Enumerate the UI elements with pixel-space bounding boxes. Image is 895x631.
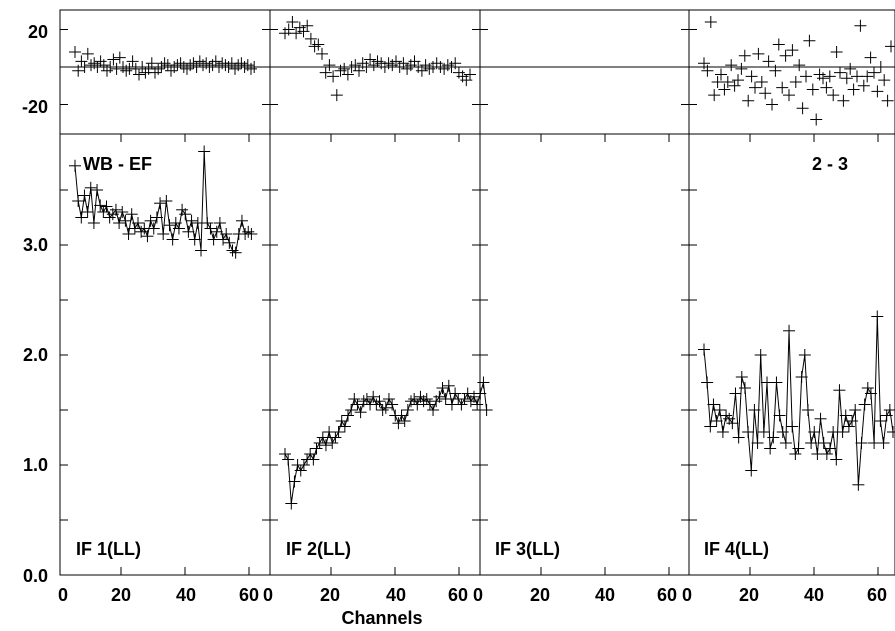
- plot-frame: [59, 9, 895, 576]
- x-tick-label-p3-20: 20: [530, 585, 550, 605]
- x-tick-label-p3-0-edge: 0: [682, 585, 692, 605]
- y-tick-label-phase-20: 20: [28, 22, 48, 42]
- y-tick-label-0: 0.0: [23, 566, 48, 586]
- y-tick-labels: 20 -20 3.0 2.0 1.0 0.0: [22, 22, 48, 586]
- x-axis-label: Channels: [341, 608, 422, 628]
- x-tick-label-p4-60: 60: [867, 585, 887, 605]
- x-tick-label-p1-0-edge: 0: [263, 585, 273, 605]
- x-tick-label-p1-0: 0: [58, 585, 68, 605]
- x-tick-label-p3-40: 40: [595, 585, 615, 605]
- data-marks: [69, 16, 895, 510]
- panel-label-if3: IF 3(LL): [495, 539, 560, 559]
- panel-label-if2: IF 2(LL): [286, 539, 351, 559]
- x-tick-label-p2-40: 40: [386, 585, 406, 605]
- x-tick-label-p2-0-edge: 0: [473, 585, 483, 605]
- x-tick-label-p4-40: 40: [804, 585, 824, 605]
- panel-1-marks: [69, 46, 261, 259]
- x-tick-label-p4-20: 20: [739, 585, 759, 605]
- tick-marks: [60, 29, 879, 575]
- panel-2-marks: [279, 16, 493, 510]
- frame-group: [59, 9, 895, 576]
- baseline-label: WB - EF: [83, 154, 152, 174]
- x-tick-label-p3-60: 60: [657, 585, 677, 605]
- x-tick-label-p1-20: 20: [111, 585, 131, 605]
- x-tick-label-p1-60: 60: [239, 585, 259, 605]
- panel-label-if1: IF 1(LL): [76, 539, 141, 559]
- y-tick-label-2: 2.0: [23, 345, 48, 365]
- x-tick-label-p1-40: 40: [176, 585, 196, 605]
- y-tick-label-phase-minus-20: -20: [22, 97, 48, 117]
- baseline-label-right: 2 - 3: [812, 154, 848, 174]
- x-tick-labels: 0 20 40 60 0 20 40 60 0 20 40 60 0 20 40…: [58, 585, 887, 605]
- x-tick-label-p2-60: 60: [448, 585, 468, 605]
- y-tick-label-1: 1.0: [23, 455, 48, 475]
- y-tick-label-3: 3.0: [23, 235, 48, 255]
- panel-label-if4: IF 4(LL): [704, 539, 769, 559]
- x-tick-label-p2-20: 20: [320, 585, 340, 605]
- panel-4-marks: [698, 16, 895, 491]
